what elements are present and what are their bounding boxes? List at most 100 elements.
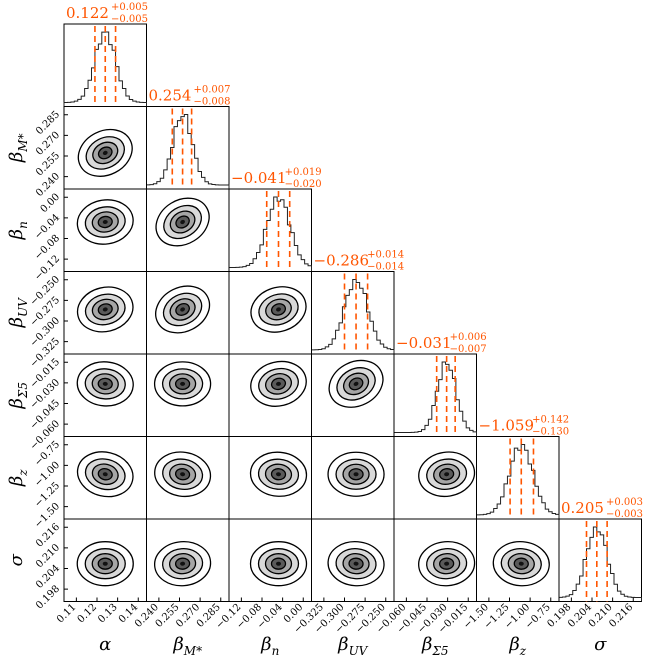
contour-panel-4-3 xyxy=(228,271,312,355)
summary-value: −0.286 xyxy=(314,252,370,270)
axis-label-subscript: Σ5 xyxy=(431,644,448,658)
summary-plus: +0.142 xyxy=(532,415,569,426)
histogram-steps xyxy=(63,31,147,107)
histogram-panel-4: −0.286+0.014−0.014 xyxy=(311,250,404,355)
contour-level-5 xyxy=(180,561,186,566)
contour-level-5 xyxy=(444,561,450,566)
contour-panel-7-5 xyxy=(393,518,477,602)
contour-level-5 xyxy=(102,381,108,386)
contour-panel-5-4 xyxy=(311,353,395,437)
summary-plus: +0.019 xyxy=(285,167,322,178)
axis-label-subscript: Σ5 xyxy=(16,382,30,399)
contour-panel-5-3 xyxy=(228,353,312,437)
histogram-steps xyxy=(476,444,560,519)
summary-value: 0.122 xyxy=(66,4,109,22)
y-axis-label-4: βUV xyxy=(6,297,30,329)
contour-panel-2-1 xyxy=(63,106,147,190)
contour-level-5 xyxy=(518,561,524,566)
histogram-steps xyxy=(146,114,230,189)
contour-level-5 xyxy=(276,561,281,566)
contour-panel-3-1 xyxy=(63,188,147,272)
y-axis-label-2: βM* xyxy=(6,133,30,163)
contour-level-5 xyxy=(102,219,108,225)
contour-level-5 xyxy=(353,381,359,386)
contour-panel-7-4 xyxy=(311,518,395,602)
contour-panel-3-2 xyxy=(146,188,230,272)
summary-plus: +0.007 xyxy=(194,85,231,96)
y-axis-label-3: βn xyxy=(6,221,30,240)
x-tick-label: 0.13 xyxy=(96,602,120,626)
summary-value: −0.031 xyxy=(396,334,452,352)
contour-level-5 xyxy=(444,472,450,477)
histogram-steps xyxy=(311,279,395,354)
panel-frame xyxy=(558,518,642,602)
summary-minus: −0.007 xyxy=(450,344,487,355)
x-tick-label: 0.12 xyxy=(76,602,100,626)
contour-panel-7-2 xyxy=(146,518,230,602)
x-axis-label-2: βM* xyxy=(172,634,202,658)
contour-panel-4-1 xyxy=(63,271,147,355)
histogram-panel-6: −1.059+0.142−0.130 xyxy=(476,415,569,520)
contour-level-5 xyxy=(353,472,359,477)
summary-plus: +0.006 xyxy=(450,332,487,343)
summary-minus: −0.014 xyxy=(367,262,404,273)
histogram-steps xyxy=(558,526,642,602)
y-axis-label-6: βz xyxy=(6,469,30,487)
contour-panel-5-1 xyxy=(63,353,147,437)
summary-minus: −0.130 xyxy=(532,427,569,438)
summary-value: 0.254 xyxy=(149,87,192,105)
histogram-panel-1: 0.122 +0.005−0.005 xyxy=(63,2,148,107)
x-axis-label-4: βUV xyxy=(337,634,369,658)
contour-level-5 xyxy=(102,307,108,312)
contour-level-5 xyxy=(102,561,108,566)
x-axis-label-1: α xyxy=(99,634,111,655)
axis-label-subscript: n xyxy=(272,644,280,658)
contour-panel-7-1 xyxy=(63,518,147,602)
contour-level-5 xyxy=(276,472,281,477)
axis-label-subscript: M* xyxy=(16,133,30,152)
summary-minus: −0.003 xyxy=(606,509,643,520)
summary-value: −1.059 xyxy=(479,417,535,435)
contour-panel-6-5 xyxy=(393,436,477,520)
histogram-steps xyxy=(393,361,477,437)
contour-panel-4-2 xyxy=(146,271,230,355)
histogram-panel-5: −0.031+0.006−0.007 xyxy=(393,332,487,437)
summary-plus: +0.014 xyxy=(367,250,404,261)
x-axis-label-7: σ xyxy=(594,634,607,655)
x-tick-label: 0.216 xyxy=(607,602,635,630)
contour-level-5 xyxy=(180,381,186,386)
contour-level-5 xyxy=(102,472,108,477)
contour-panel-6-1 xyxy=(63,436,147,520)
contour-panel-6-2 xyxy=(146,436,230,520)
contour-panel-6-4 xyxy=(311,436,395,520)
y-tick-label: 0.285 xyxy=(34,109,62,137)
summary-minus: −0.008 xyxy=(194,97,231,108)
summary-plus: +0.005 xyxy=(111,2,148,13)
histogram-panel-3: −0.041+0.019−0.020 xyxy=(228,167,322,272)
y-axis-label-7: σ xyxy=(6,553,27,566)
contour-level-5 xyxy=(180,472,186,477)
summary-minus: −0.005 xyxy=(111,14,148,25)
contour-level-5 xyxy=(102,150,108,156)
axis-label-subscript: M* xyxy=(183,644,202,658)
contour-panel-7-6 xyxy=(476,518,560,602)
x-axis-label-5: βΣ5 xyxy=(421,634,449,658)
axis-label-subscript: UV xyxy=(16,297,30,317)
panel-frame xyxy=(228,188,312,272)
summary-minus: −0.020 xyxy=(285,179,322,190)
axis-label-subscript: UV xyxy=(349,644,369,658)
contour-level-5 xyxy=(353,561,359,566)
summary-plus: +0.003 xyxy=(606,497,643,508)
axis-label-subscript: n xyxy=(16,221,30,229)
contour-level-5 xyxy=(276,307,281,312)
x-axis-label-6: βz xyxy=(508,634,526,658)
contour-panel-6-3 xyxy=(228,436,312,520)
axis-label-subscript: z xyxy=(519,644,527,658)
contour-level-5 xyxy=(276,381,281,386)
histogram-steps xyxy=(228,196,312,272)
contour-level-5 xyxy=(180,219,185,225)
x-axis-label-3: βn xyxy=(260,634,279,658)
contour-panel-7-3 xyxy=(228,518,312,602)
axis-label-subscript: z xyxy=(16,469,30,477)
contour-level-5 xyxy=(180,307,185,312)
